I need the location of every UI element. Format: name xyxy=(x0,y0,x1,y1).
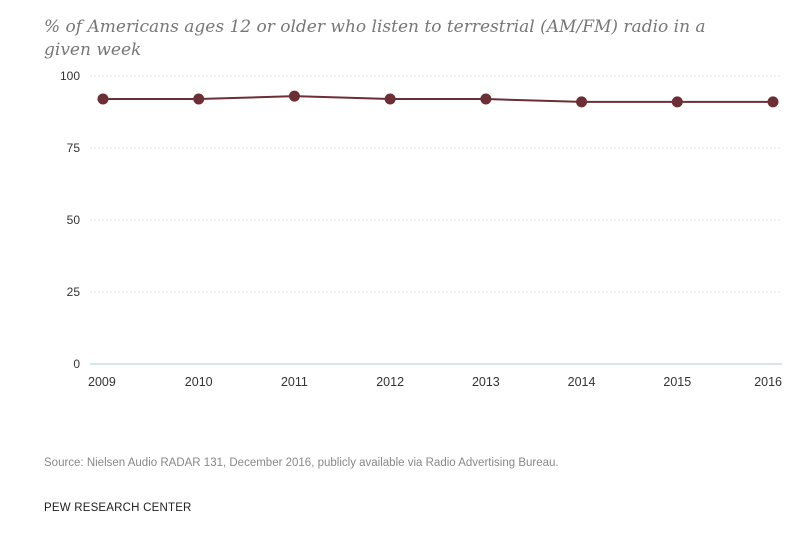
x-tick-label: 2012 xyxy=(376,375,404,389)
x-tick-label: 2009 xyxy=(88,375,116,389)
chart-title: % of Americans ages 12 or older who list… xyxy=(44,17,706,60)
brand-label: PEW RESEARCH CENTER xyxy=(44,502,192,514)
data-point xyxy=(767,96,779,108)
source-note: Source: Nielsen Audio RADAR 131, Decembe… xyxy=(44,457,559,469)
x-tick-label: 2016 xyxy=(754,375,782,389)
line-chart: 0 25 50 75 100 2009 2010 2011 2012 2013 2014 2015 20… xyxy=(60,69,782,389)
data-point xyxy=(576,96,588,108)
y-tick-label: 100 xyxy=(60,69,80,83)
series-line xyxy=(103,95,773,103)
data-point xyxy=(97,93,109,105)
data-point xyxy=(384,93,396,105)
data-point xyxy=(480,93,492,105)
x-tick-label: 2015 xyxy=(663,375,691,389)
y-tick-label: 25 xyxy=(67,285,81,299)
y-tick-label: 75 xyxy=(67,141,81,155)
x-tick-label: 2013 xyxy=(472,375,500,389)
data-point xyxy=(193,93,205,105)
y-tick-label: 50 xyxy=(67,213,81,227)
x-tick-label: 2011 xyxy=(281,375,308,389)
x-tick-label: 2010 xyxy=(185,375,213,389)
data-point xyxy=(288,90,300,102)
data-point xyxy=(671,96,683,108)
y-tick-label: 0 xyxy=(73,357,80,371)
x-tick-label: 2014 xyxy=(568,375,596,389)
